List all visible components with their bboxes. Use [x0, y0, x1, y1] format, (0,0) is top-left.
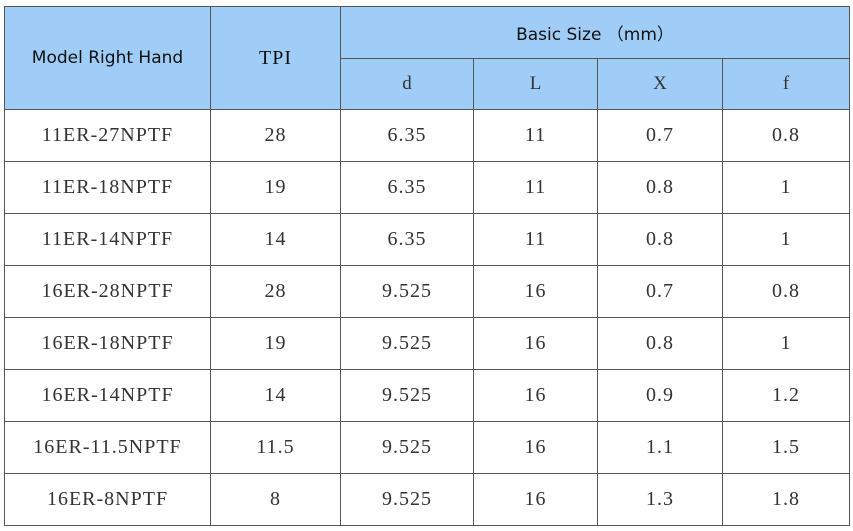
table-row: 16ER-11.5NPTF 11.5 9.525 16 1.1 1.5	[4, 421, 851, 474]
table-cell: 0.8	[597, 161, 723, 214]
table-row: 16ER-8NPTF 8 9.525 16 1.3 1.8	[4, 473, 851, 526]
header-cell: f	[721, 58, 851, 110]
table-cell: 9.525	[340, 317, 474, 370]
table-cell: 19	[210, 317, 341, 370]
table-cell: 9.525	[340, 421, 474, 474]
table-cell: 8	[210, 473, 341, 526]
table-cell: 9.525	[340, 265, 474, 318]
table-cell: 11ER-27NPTF	[4, 109, 211, 162]
table-cell: 16	[473, 369, 598, 422]
table-cell: 16ER-8NPTF	[4, 473, 211, 526]
header-cell: d	[340, 58, 474, 110]
table-cell: 9.525	[340, 473, 474, 526]
table-cell: 11	[473, 161, 598, 214]
table-row: 16ER-14NPTF 14 9.525 16 0.9 1.2	[4, 369, 851, 422]
table-cell: 1.8	[721, 473, 851, 526]
header-row: Model Right Hand TPI Basic Size （mm）	[4, 6, 851, 110]
header-cell: X	[597, 58, 723, 110]
table-cell: 11	[473, 109, 598, 162]
table-row: 16ER-28NPTF 28 9.525 16 0.7 0.8	[4, 265, 851, 318]
table-cell: 1.1	[597, 421, 723, 474]
table-cell: 0.7	[597, 109, 723, 162]
table-row: 11ER-14NPTF 14 6.35 11 0.8 1	[4, 213, 851, 266]
table-cell: 1	[721, 317, 851, 370]
table-cell: 16ER-14NPTF	[4, 369, 211, 422]
table-cell: 16	[473, 473, 598, 526]
header-cell: TPI	[210, 6, 341, 110]
table-cell: 28	[210, 109, 341, 162]
table-cell: 1	[721, 161, 851, 214]
table-row: 11ER-27NPTF 28 6.35 11 0.7 0.8	[4, 109, 851, 162]
header-cell: Model Right Hand	[4, 6, 211, 110]
table-cell: 0.8	[597, 213, 723, 266]
table-row: 11ER-18NPTF 19 6.35 11 0.8 1	[4, 161, 851, 214]
table-cell: 14	[210, 213, 341, 266]
table-cell: 11ER-14NPTF	[4, 213, 211, 266]
table-cell: 11	[473, 213, 598, 266]
table-cell: 28	[210, 265, 341, 318]
table-cell: 0.8	[721, 109, 851, 162]
table-cell: 0.9	[597, 369, 723, 422]
table-cell: 6.35	[340, 161, 474, 214]
table-cell: 1.5	[721, 421, 851, 474]
table-cell: 0.8	[721, 265, 851, 318]
table-cell: 1.3	[597, 473, 723, 526]
table-cell: 19	[210, 161, 341, 214]
table-cell: 0.8	[597, 317, 723, 370]
table-cell: 16	[473, 317, 598, 370]
table-row: 16ER-18NPTF 19 9.525 16 0.8 1	[4, 317, 851, 370]
table-cell: 16	[473, 421, 598, 474]
header-cell: L	[473, 58, 598, 110]
table-cell: 11ER-18NPTF	[4, 161, 211, 214]
table-cell: 16ER-11.5NPTF	[4, 421, 211, 474]
table-cell: 9.525	[340, 369, 474, 422]
table-body: 11ER-27NPTF 28 6.35 11 0.7 0.8 11ER-18NPTF 19 6.…	[4, 109, 851, 526]
table-cell: 1.2	[721, 369, 851, 422]
table-cell: 0.7	[597, 265, 723, 318]
table-cell: 16	[473, 265, 598, 318]
table-cell: 6.35	[340, 213, 474, 266]
table-cell: 16ER-18NPTF	[4, 317, 211, 370]
table-cell: 16ER-28NPTF	[4, 265, 211, 318]
table-cell: 14	[210, 369, 341, 422]
table-cell: 1	[721, 213, 851, 266]
table-cell: 6.35	[340, 109, 474, 162]
table-cell: 11.5	[210, 421, 341, 474]
header-cell: Basic Size （mm）	[339, 6, 851, 59]
